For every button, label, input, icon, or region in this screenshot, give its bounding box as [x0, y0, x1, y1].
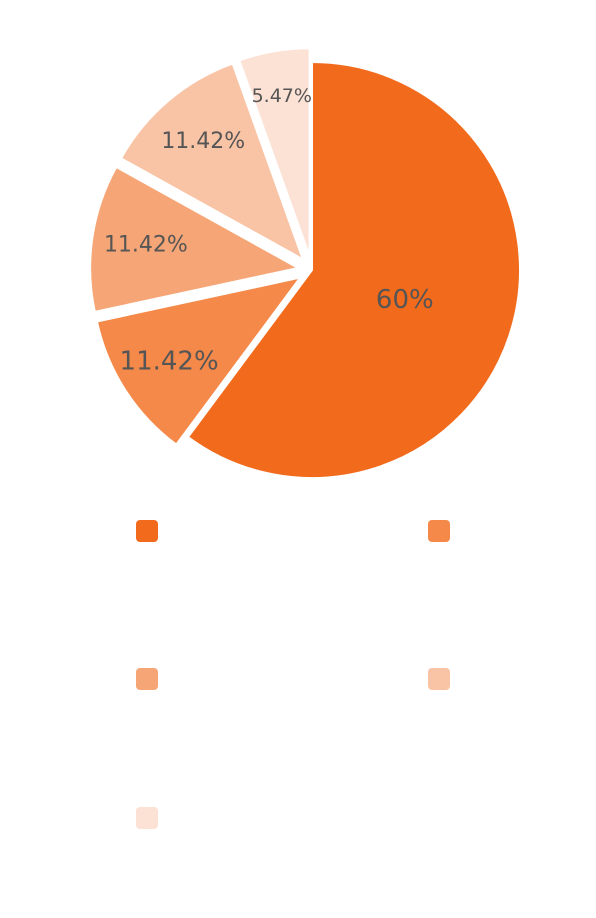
pie-slice-3 — [89, 165, 301, 314]
pie-slice-1 — [186, 60, 521, 479]
slice-label-4: 11.42% — [161, 129, 245, 154]
pie-slice-4 — [119, 62, 305, 262]
legend-swatch-5 — [136, 807, 158, 829]
pie-chart: 60% 11.42% 11.42% 11.42% 5.47% — [89, 47, 521, 479]
legend-swatch-2 — [428, 520, 450, 542]
legend-swatch-1 — [136, 520, 158, 542]
slice-label-1: 60% — [376, 285, 434, 315]
slice-label-2: 11.42% — [120, 347, 219, 377]
legend-swatch-4 — [428, 668, 450, 690]
pie-slice-5 — [238, 47, 311, 257]
legend-swatch-3 — [136, 668, 158, 690]
slice-label-3: 11.42% — [104, 232, 188, 257]
slice-label-5: 5.47% — [252, 85, 312, 107]
pie-slice-2 — [95, 276, 303, 447]
